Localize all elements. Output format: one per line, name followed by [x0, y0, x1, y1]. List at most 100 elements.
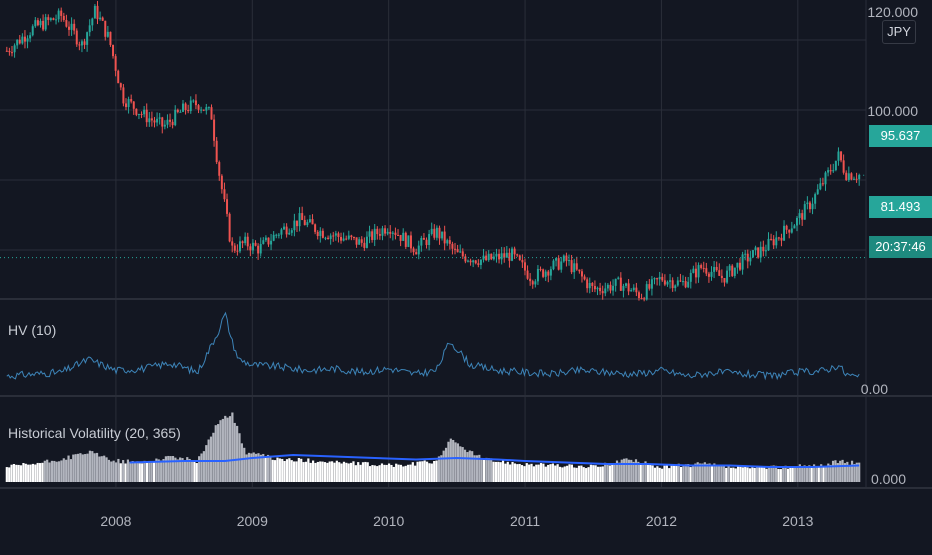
- price-candle-body: [663, 280, 666, 285]
- price-candle-body: [622, 285, 625, 291]
- price-candle-body: [337, 233, 340, 237]
- price-candle-body: [586, 279, 589, 289]
- price-candle-body: [308, 219, 311, 223]
- price-candle-body: [409, 235, 412, 249]
- price-candle-body: [466, 260, 469, 262]
- price-candle-body: [386, 231, 389, 234]
- price-candle-body: [83, 41, 86, 45]
- price-candle-body: [422, 237, 425, 240]
- price-candle-body: [205, 107, 208, 111]
- price-candle-body: [246, 236, 249, 247]
- price-candle-body: [39, 20, 42, 26]
- price-candle-body: [842, 160, 845, 173]
- price-candle-body: [262, 240, 265, 244]
- price-candle-body: [277, 234, 280, 236]
- price-candle-body: [293, 220, 296, 231]
- price-candle-body: [342, 238, 345, 241]
- price-candle-body: [723, 278, 726, 283]
- price-candle-body: [700, 265, 703, 268]
- price-candle-body: [619, 277, 622, 291]
- price-candle-body: [604, 288, 607, 294]
- price-candle-body: [425, 239, 428, 246]
- price-candle-body: [824, 172, 827, 185]
- price-candle-body: [88, 25, 91, 33]
- price-candle-body: [539, 268, 542, 270]
- hv-ma-line: [129, 453, 860, 468]
- price-candle-body: [549, 269, 552, 276]
- price-candle-body: [821, 183, 824, 185]
- price-candle-body: [303, 219, 306, 226]
- price-candle-body: [451, 243, 454, 249]
- x-axis-tick-2012: 2012: [646, 513, 677, 529]
- price-candle-body: [96, 5, 99, 20]
- price-candle-body: [264, 237, 267, 241]
- price-candle-body: [847, 173, 850, 180]
- price-candle-body: [645, 284, 648, 300]
- price-candle-body: [684, 281, 687, 288]
- price-candle-body: [148, 118, 151, 123]
- price-candle-body: [562, 255, 565, 262]
- price-candle-body: [394, 232, 397, 235]
- price-candle-body: [614, 278, 617, 286]
- price-candle-body: [477, 263, 480, 265]
- currency-badge[interactable]: JPY: [882, 20, 916, 44]
- price-candle-body: [210, 107, 213, 120]
- price-candle-body: [117, 70, 120, 84]
- price-candle-body: [609, 284, 612, 291]
- price-candle-body: [578, 269, 581, 272]
- price-candle-body: [257, 245, 260, 254]
- price-candle-body: [534, 281, 537, 285]
- price-candle-body: [122, 87, 125, 104]
- price-candle-body: [728, 265, 731, 271]
- price-candle-body: [666, 281, 669, 285]
- crosshair-price-tag: 81.493: [869, 196, 932, 218]
- price-candle-body: [757, 247, 760, 258]
- price-candle-body: [625, 283, 628, 286]
- price-candle-body: [47, 17, 50, 20]
- price-candle-body: [658, 276, 661, 280]
- price-candle-body: [275, 234, 278, 236]
- price-candle-body: [399, 235, 402, 241]
- price-candle-body: [702, 267, 705, 269]
- price-candle-body: [751, 250, 754, 258]
- price-candle-body: [184, 103, 187, 110]
- price-candle-body: [557, 258, 560, 270]
- price-candle-body: [267, 237, 270, 245]
- price-candle-body: [796, 217, 799, 226]
- price-candle-body: [163, 124, 166, 127]
- price-candle-body: [231, 241, 234, 246]
- price-candle-body: [803, 204, 806, 220]
- price-candle-body: [314, 224, 317, 232]
- price-candle-body: [814, 194, 817, 204]
- price-candle-body: [42, 20, 45, 30]
- price-candle-body: [718, 270, 721, 276]
- price-candle-body: [508, 252, 511, 261]
- price-candle-body: [363, 242, 366, 248]
- price-candle-body: [73, 23, 76, 31]
- price-candle-body: [200, 109, 203, 111]
- price-candle-body: [526, 270, 529, 279]
- price-candle-body: [65, 19, 68, 27]
- price-candle-body: [829, 170, 832, 172]
- price-candle-body: [109, 31, 112, 45]
- price-candle-body: [827, 170, 830, 173]
- price-candle-body: [334, 233, 337, 236]
- price-candle-body: [834, 160, 837, 171]
- price-candle-body: [565, 255, 568, 261]
- price-candle-body: [580, 271, 583, 277]
- price-candle-body: [676, 280, 679, 286]
- x-axis-tick-2009: 2009: [237, 513, 268, 529]
- price-candle-body: [31, 26, 34, 36]
- price-candle-body: [591, 282, 594, 287]
- price-candle-body: [780, 237, 783, 241]
- price-candle-body: [547, 271, 550, 276]
- price-candle-body: [516, 254, 519, 256]
- price-candle-body: [332, 235, 335, 237]
- price-candle-body: [446, 240, 449, 244]
- price-candle-body: [130, 99, 133, 102]
- price-candle-body: [223, 189, 226, 200]
- price-candle-body: [500, 253, 503, 260]
- price-candle-body: [358, 239, 361, 245]
